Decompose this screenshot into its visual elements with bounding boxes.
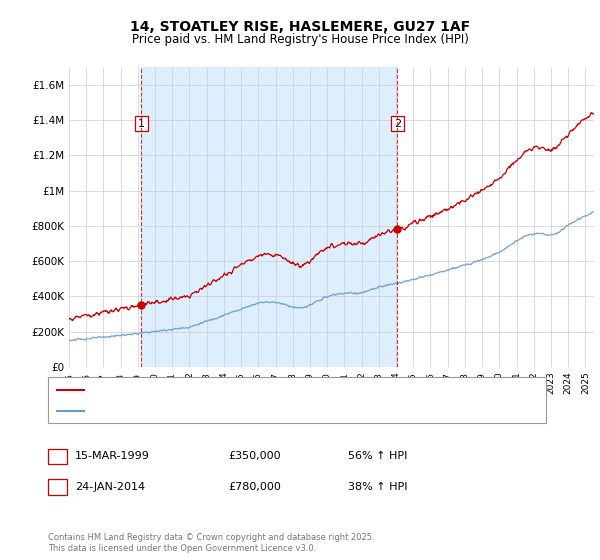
Text: 1: 1 [138,119,145,129]
Text: 56% ↑ HPI: 56% ↑ HPI [348,451,407,461]
Text: Price paid vs. HM Land Registry's House Price Index (HPI): Price paid vs. HM Land Registry's House … [131,32,469,46]
Text: 14, STOATLEY RISE, HASLEMERE, GU27 1AF (detached house): 14, STOATLEY RISE, HASLEMERE, GU27 1AF (… [87,385,408,395]
Text: 1: 1 [54,451,61,461]
Text: £350,000: £350,000 [228,451,281,461]
Text: 38% ↑ HPI: 38% ↑ HPI [348,482,407,492]
Text: 14, STOATLEY RISE, HASLEMERE, GU27 1AF: 14, STOATLEY RISE, HASLEMERE, GU27 1AF [130,20,470,34]
Text: 15-MAR-1999: 15-MAR-1999 [75,451,150,461]
Text: 2: 2 [54,482,61,492]
Text: Contains HM Land Registry data © Crown copyright and database right 2025.
This d: Contains HM Land Registry data © Crown c… [48,533,374,553]
Text: £780,000: £780,000 [228,482,281,492]
Bar [142,67,397,367]
Text: 2: 2 [394,119,401,129]
Text: HPI: Average price, detached house, Waverley: HPI: Average price, detached house, Wave… [87,407,328,416]
Text: 24-JAN-2014: 24-JAN-2014 [75,482,145,492]
